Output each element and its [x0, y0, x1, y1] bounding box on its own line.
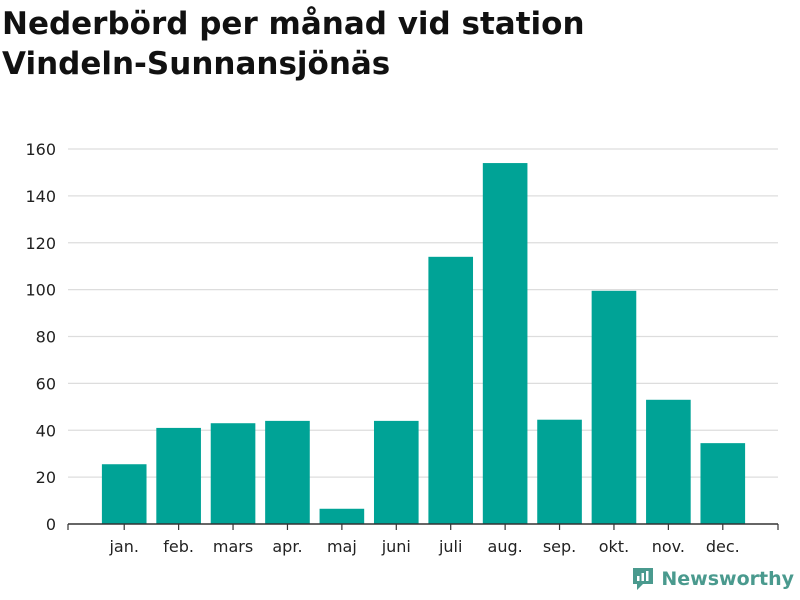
bar-apr — [265, 420, 310, 524]
x-axis: jan. feb. mars apr. maj juni juli aug. sep. okt. n… — [67, 523, 779, 556]
bar-nov — [646, 399, 691, 524]
bar-dec — [700, 443, 746, 524]
newsworthy-icon — [633, 568, 654, 590]
x-tick-label: juni — [381, 537, 411, 556]
y-tick-label: 60 — [36, 374, 56, 393]
bar-okt — [591, 290, 637, 524]
newsworthy-logo: Newsworthy — [631, 566, 794, 592]
x-tick-label: nov. — [652, 537, 685, 556]
gridlines — [68, 148, 778, 478]
x-tick-label: okt. — [599, 537, 629, 556]
x-tick-label: jan. — [108, 537, 138, 556]
x-tick-label: aug. — [488, 537, 523, 556]
bar-juni — [373, 420, 419, 524]
bar-maj — [319, 508, 365, 524]
y-tick-label: 140 — [25, 187, 56, 206]
x-tick-label: maj — [327, 537, 357, 556]
bar-jan — [101, 464, 147, 524]
x-tick-label: sep. — [543, 537, 576, 556]
y-tick-label: 80 — [36, 328, 56, 347]
x-tick-label: feb. — [163, 537, 194, 556]
bars — [101, 163, 746, 524]
y-tick-label: 20 — [36, 468, 56, 487]
y-tick-label: 0 — [46, 515, 56, 534]
x-tick-label: mars — [213, 537, 253, 556]
bar-aug — [482, 163, 528, 524]
brand-name: Newsworthy — [661, 568, 794, 590]
chart-title-line-1: Nederbörd per månad vid station — [2, 6, 585, 42]
x-tick-label: dec. — [706, 537, 740, 556]
y-tick-label: 40 — [36, 421, 56, 440]
x-tick-label: juli — [438, 537, 462, 556]
chart-title-line-2: Vindeln-Sunnansjönäs — [2, 46, 391, 82]
y-tick-label: 160 — [25, 140, 56, 159]
y-tick-label: 120 — [25, 234, 56, 253]
chart-title: Nederbörd per månad vid station Vindeln-… — [2, 4, 782, 84]
bar-mars — [210, 423, 256, 524]
bar-juli — [428, 256, 474, 524]
y-axis-ticks: 0 20 40 60 80 100 120 140 160 — [25, 140, 56, 534]
bar-sep — [537, 419, 582, 524]
y-tick-label: 100 — [25, 281, 56, 300]
x-tick-label: apr. — [272, 537, 302, 556]
bar-feb — [156, 427, 201, 524]
